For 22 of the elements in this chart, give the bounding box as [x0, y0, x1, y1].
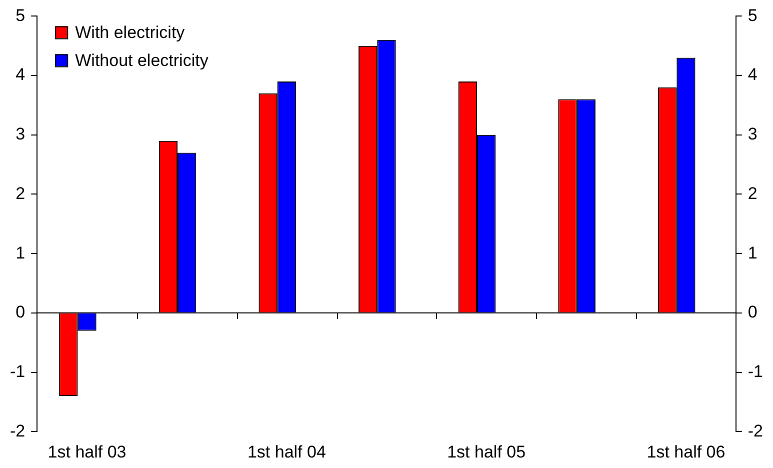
- y2-tick-label: 0: [748, 302, 758, 322]
- y-tick-label: 1: [16, 243, 26, 262]
- y-tick-label: 5: [16, 6, 26, 25]
- y-tick-label: -1: [10, 362, 26, 381]
- y-tick-label: 4: [16, 65, 26, 84]
- y2-tick-label: 1: [748, 243, 758, 262]
- y-tick-label: 3: [16, 124, 26, 144]
- y-tick-label: 2: [16, 184, 26, 203]
- y2-tick-label: 4: [748, 65, 758, 84]
- x-tick-label: 1st half 04: [247, 442, 326, 462]
- y-tick-label: -2: [10, 421, 26, 440]
- x-tick-label: 1st half 03: [48, 442, 126, 462]
- legend-label: Without electricity: [75, 50, 209, 70]
- x-tick-label: 1st half 05: [447, 442, 526, 462]
- y2-tick-label: 2: [748, 184, 758, 203]
- x-tick-label: 1st half 06: [646, 442, 726, 462]
- y2-tick-label: 5: [748, 6, 758, 25]
- y-tick-label: 0: [16, 302, 26, 322]
- y2-tick-label: 3: [748, 124, 758, 144]
- legend-label: With electricity: [75, 22, 186, 42]
- y2-tick-label: -1: [748, 362, 764, 381]
- y2-tick-label: -2: [748, 421, 764, 440]
